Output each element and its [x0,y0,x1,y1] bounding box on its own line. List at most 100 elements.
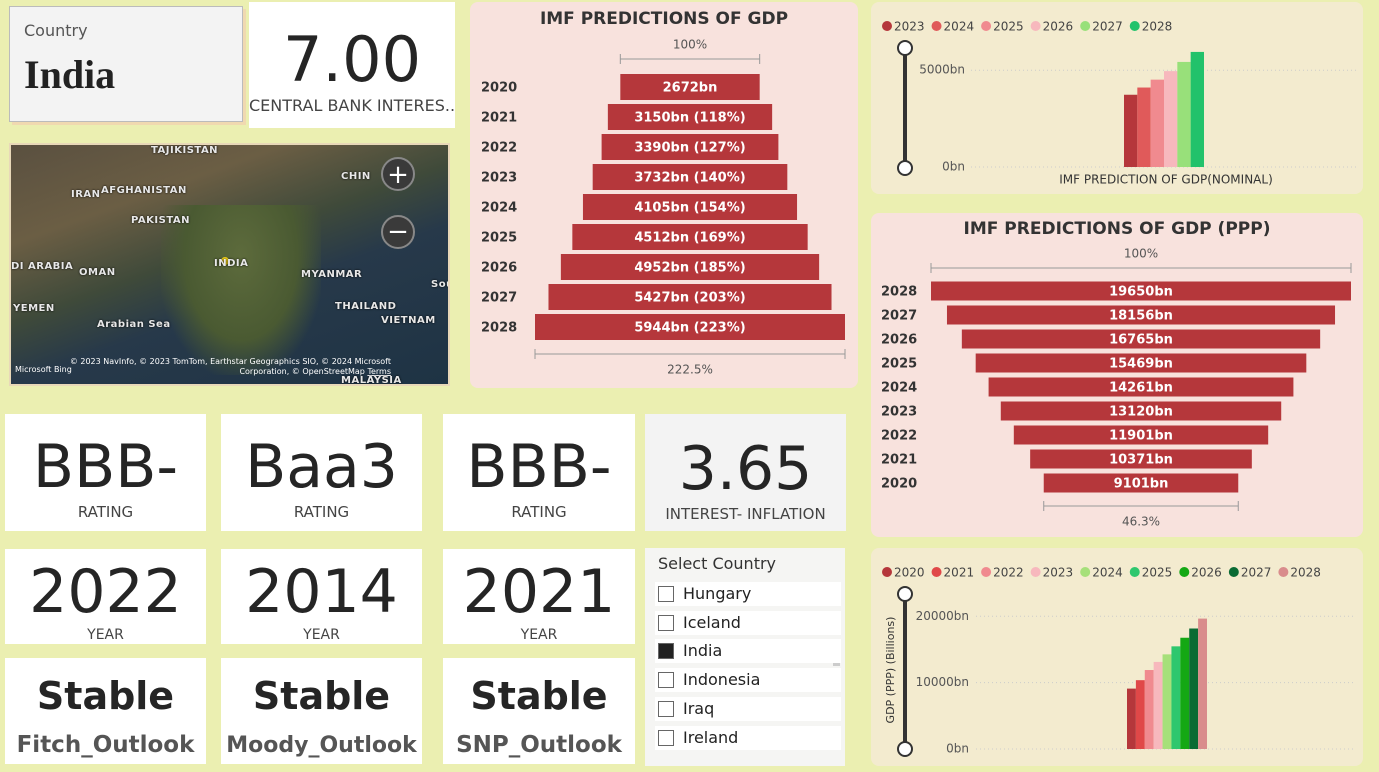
chart-title: IMF PREDICTIONS OF GDP (PPP) [964,219,1271,239]
map-provider: Microsoft Bing [15,365,72,374]
slicer-item[interactable]: Ireland [655,725,841,750]
column-bar [1198,618,1207,749]
kpi-card: 3.65 INTEREST- INFLATION [645,414,846,531]
map-label: Arabian Sea [97,319,171,330]
map-label: TAJIKISTAN [151,145,219,156]
category-label: 2020 [481,81,517,96]
funnel-chart: IMF PREDICTIONS OF GDP 100% 222.5% 2672bn 20… [481,9,846,377]
checkbox[interactable] [658,729,674,746]
legend-label: 2021 [944,566,975,580]
slider-handle[interactable] [897,741,913,757]
checkbox[interactable] [658,643,674,660]
kpi-card: 2014 YEAR [221,549,422,644]
column-panel: 0bn 10000bn 20000bn 2020 2021 2022 2023 2024 202… [871,548,1363,766]
zoom-in-button[interactable]: + [381,157,415,191]
category-label: 2021 [481,111,517,126]
y-tick-label: 20000bn [916,609,969,623]
map-land [161,205,321,375]
value-label: 4952bn (185%) [634,261,745,276]
column-bar [1164,71,1178,167]
column-chart: 0bn 5000bn 2023 2024 2025 2026 2027 2028 IMF PRE… [882,20,1356,187]
legend-label: 2028 [1290,566,1321,580]
value-label: 18156bn [1109,309,1173,324]
kpi-card: BBB- RATING [5,414,206,531]
kpi-label: YEAR [87,626,124,643]
y-tick-label: 5000bn [919,63,965,77]
funnel-bar [931,281,1351,301]
slicer-item[interactable]: India [655,639,841,664]
column-bar [1162,654,1172,749]
terms-link[interactable]: Terms [367,367,391,376]
slicer-item-label: Ireland [683,727,739,747]
legend-marker [1228,567,1239,577]
category-label: 2023 [881,405,917,420]
kpi-value: 7.00 [282,22,422,96]
funnel-bar [1043,473,1239,493]
checkbox[interactable] [658,672,674,689]
category-label: 2027 [481,291,517,306]
slicer-item[interactable]: Iraq [655,696,841,721]
slider-handle[interactable] [897,40,913,56]
kpi-value: 2021 [462,557,616,627]
attribution-text: © 2023 NavInfo, © 2023 TomTom, Earthstar… [69,357,391,376]
kpi-label: RATING [77,503,134,521]
slicer-item[interactable]: Hungary [655,582,841,606]
slicer-item-label: Iraq [683,698,715,718]
category-label: 2028 [881,285,917,300]
value-label: 3150bn (118%) [634,111,745,126]
funnel-bar [535,314,845,340]
slider-handle[interactable] [897,586,913,602]
y-axis-title: GDP (PPP) (Billions) [884,617,897,724]
column-bar [1189,628,1199,749]
map[interactable]: + − © 2023 NavInfo, © 2023 TomTom, Earth… [9,143,450,386]
category-label: 2025 [481,231,517,246]
funnel-panel: IMF PREDICTIONS OF GDP (PPP) 100% 46.3% 196… [871,213,1363,537]
map-label: VIETNAM [381,315,436,326]
kpi-value: Baa3 [245,432,398,502]
kpi-card: Stable Fitch_Outlook [5,658,206,764]
column-panel: 0bn 5000bn 2023 2024 2025 2026 2027 2028 IMF PRE… [871,2,1363,194]
checkbox[interactable] [658,586,674,602]
column-bar [1190,51,1204,167]
checkbox[interactable] [658,700,674,717]
map-label: INDIA [214,258,249,269]
kpi-value: 2014 [245,557,398,627]
zoom-out-button[interactable]: − [381,215,415,249]
map-label: MALAYSIA [341,375,402,386]
funnel-bar [988,377,1294,397]
legend-label: 2024 [1092,566,1123,580]
legend-marker [1080,21,1091,31]
slicer-item[interactable]: Iceland [655,610,841,635]
value-label: 3390bn (127%) [634,141,745,156]
map-point [221,257,229,265]
value-label: 13120bn [1109,405,1173,420]
scale-label: 222.5% [667,363,713,377]
y-tick-label: 0bn [946,742,969,756]
kpi-label: SNP_Outlook [456,732,622,759]
kpi-value: Stable [252,674,391,719]
value-label: 3732bn (140%) [634,171,745,186]
column-chart: 0bn 10000bn 20000bn 2020 2021 2022 2023 2024 202… [882,566,1356,757]
legend-marker [1278,567,1289,577]
funnel-bar [601,134,779,160]
legend-marker [1179,567,1190,577]
slicer-item[interactable]: Indonesia [655,668,841,693]
kpi-card: 2021 YEAR [443,549,635,644]
legend-marker [882,567,892,577]
legend-marker [981,567,992,577]
scale-label: 46.3% [1122,515,1160,529]
kpi-value: Stable [36,674,175,719]
funnel-bar [1000,401,1282,421]
kpi-value: Stable [470,674,608,719]
category-label: 2020 [881,477,917,492]
kpi-card: 2022 YEAR [5,549,206,644]
legend-marker [1080,567,1091,577]
value-label: 10371bn [1109,453,1173,468]
legend-marker [1129,21,1140,31]
y-tick-label: 10000bn [916,675,969,689]
column-bar [1150,79,1164,167]
column-bar [1144,670,1154,749]
checkbox[interactable] [658,614,674,631]
slider-handle[interactable] [897,160,913,176]
column-bar [1171,646,1181,749]
